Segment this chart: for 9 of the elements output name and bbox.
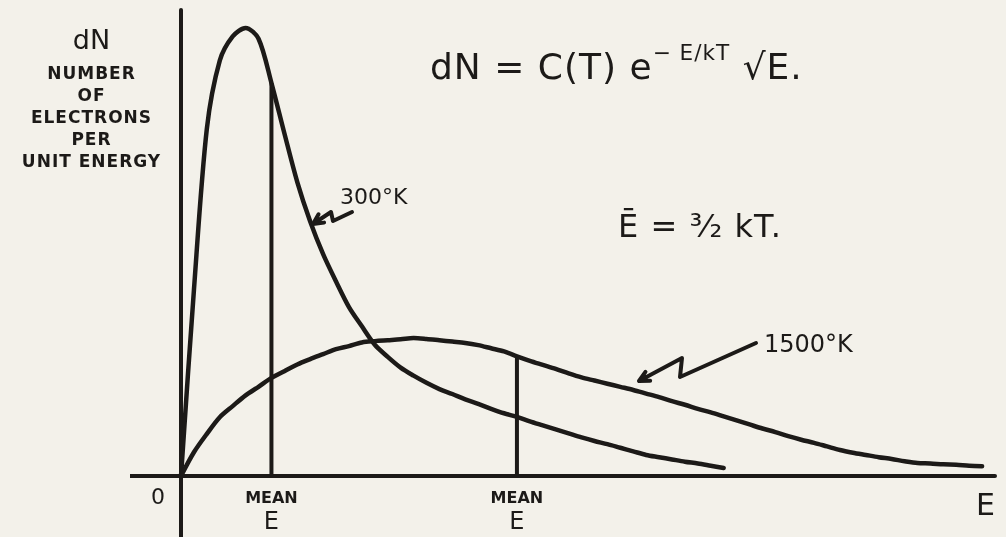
x-tick-label: MEAN E [490,487,544,535]
y-axis-title: dN NUMBER OF ELECTRONS PER UNIT ENERGY [20,24,163,172]
x-tick-label: MEAN E [245,487,298,535]
text: 1500°K [764,330,853,358]
annotation: dN = C(T) e$^{− E/kT}$ √E. [430,40,803,88]
text: 0 [151,484,166,509]
series-label: 300°K [340,184,408,209]
x-axis-title: E [976,487,995,522]
annotation: Ē = ³⁄₂ kT. [618,207,782,245]
